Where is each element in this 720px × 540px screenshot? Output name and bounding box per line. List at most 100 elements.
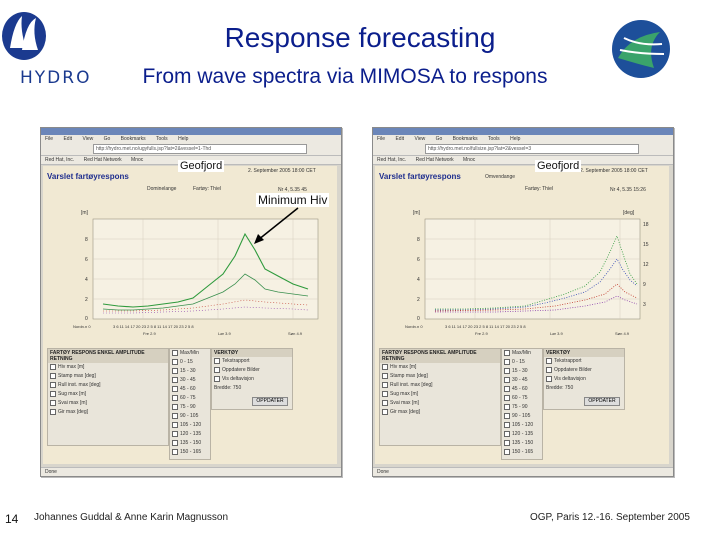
update-button[interactable]: OPPDATER: [252, 397, 288, 406]
bookmark-item[interactable]: Red Hat Network: [83, 157, 122, 163]
direction-row[interactable]: 120 - 135: [170, 430, 210, 439]
menu-bookmarks[interactable]: Bookmarks: [120, 136, 146, 142]
url-bar[interactable]: http://hydro.met.no/ugyfulls.jsp?lat=2&v…: [93, 144, 307, 154]
checkbox[interactable]: [50, 399, 56, 406]
toolbar: http://hydro.met.no/fullsize.jsp?lat=2&v…: [373, 143, 673, 156]
svg-text:15: 15: [643, 242, 649, 248]
response-row[interactable]: Svai max [m]: [48, 399, 168, 408]
direction-row[interactable]: 0 - 15: [502, 358, 542, 367]
area-label: Omvendange: [485, 174, 516, 180]
checkbox[interactable]: [382, 408, 388, 415]
menu-tools[interactable]: Tools: [156, 136, 168, 142]
bookmark-item[interactable]: Mnoc: [131, 157, 144, 163]
callout-arrow: [254, 207, 299, 244]
menu-bookmarks[interactable]: Bookmarks: [452, 136, 478, 142]
direction-row[interactable]: 45 - 60: [502, 385, 542, 394]
checkbox[interactable]: [50, 363, 56, 370]
menu-tools[interactable]: Tools: [488, 136, 500, 142]
direction-row[interactable]: 30 - 45: [170, 376, 210, 385]
response-label: Stamp max [deg]: [58, 373, 96, 379]
menu-file[interactable]: File: [377, 136, 386, 142]
response-row[interactable]: Stamp max [deg]: [380, 372, 500, 381]
svg-text:3 6 11 14 17 20 23 2: 3 6 11 14 17 20 23 2 5 8 11 14 17 20 23 …: [445, 324, 526, 329]
menu-bar: File Edit View Go Bookmarks Tools Help: [373, 135, 673, 143]
tool-row[interactable]: Tekstrapport: [544, 357, 624, 366]
response-row[interactable]: Gir max [deg]: [48, 408, 168, 417]
menu-view[interactable]: View: [82, 136, 94, 142]
menu-file[interactable]: File: [45, 136, 54, 142]
checkbox[interactable]: [382, 381, 388, 388]
direction-row[interactable]: 105 - 120: [502, 421, 542, 430]
direction-row[interactable]: 0 - 15: [170, 358, 210, 367]
direction-row[interactable]: 120 - 135: [502, 430, 542, 439]
response-row[interactable]: Sug max [m]: [380, 390, 500, 399]
tool-row[interactable]: Vis deltavisjon: [544, 375, 624, 384]
tool-row[interactable]: Bredde: 750: [546, 385, 574, 391]
svg-text:4: 4: [85, 277, 88, 283]
direction-row[interactable]: 60 - 75: [502, 394, 542, 403]
direction-row[interactable]: 90 - 105: [170, 412, 210, 421]
menu-help[interactable]: Help: [510, 136, 521, 142]
bookmark-item[interactable]: Red Hat, Inc.: [377, 157, 407, 163]
bookmark-item[interactable]: Red Hat, Inc.: [45, 157, 75, 163]
direction-row[interactable]: 75 - 90: [502, 403, 542, 412]
response-row[interactable]: Gir max [deg]: [380, 408, 500, 417]
checkbox[interactable]: [50, 390, 56, 397]
checkbox[interactable]: [382, 372, 388, 379]
tool-row[interactable]: Tekstrapport: [212, 357, 292, 366]
svg-text:0: 0: [417, 316, 420, 322]
direction-row[interactable]: Max/Min: [502, 349, 542, 358]
direction-row[interactable]: 150 - 165: [502, 448, 542, 457]
tools-panel: VERKTØY Tekstrapport Oppdatere Bilder Vi…: [211, 348, 293, 410]
checkbox[interactable]: [50, 372, 56, 379]
update-button[interactable]: OPPDATER: [584, 397, 620, 406]
area-label: Dominelange: [147, 186, 177, 192]
checkbox[interactable]: [50, 408, 56, 415]
response-row[interactable]: Hiv max [m]: [48, 363, 168, 372]
direction-row[interactable]: 15 - 30: [502, 367, 542, 376]
tool-row[interactable]: Bredde: 750: [214, 385, 242, 391]
direction-row[interactable]: 150 - 165: [170, 448, 210, 457]
response-row[interactable]: Svai max [m]: [380, 399, 500, 408]
direction-row[interactable]: 105 - 120: [170, 421, 210, 430]
svg-text:Lør 3.9: Lør 3.9: [550, 331, 563, 336]
menu-help[interactable]: Help: [178, 136, 189, 142]
direction-row[interactable]: 30 - 45: [502, 376, 542, 385]
direction-row[interactable]: 75 - 90: [170, 403, 210, 412]
url-bar[interactable]: http://hydro.met.no/fullsize.jsp?lat=2&v…: [425, 144, 639, 154]
response-row[interactable]: Hiv max [m]: [380, 363, 500, 372]
direction-row[interactable]: 15 - 30: [170, 367, 210, 376]
response-row[interactable]: Rull inst. max [deg]: [380, 381, 500, 390]
hydro-logo: [0, 8, 58, 64]
direction-row[interactable]: 90 - 105: [502, 412, 542, 421]
svg-text:3: 3: [643, 302, 646, 308]
menu-go[interactable]: Go: [103, 136, 111, 142]
direction-row[interactable]: Max/Min: [170, 349, 210, 358]
response-label: Hiv max [m]: [58, 364, 85, 370]
bookmark-item[interactable]: Red Hat Network: [415, 157, 454, 163]
svg-text:4: 4: [417, 277, 420, 283]
bookmark-item[interactable]: Mnoc: [463, 157, 476, 163]
tool-row[interactable]: Oppdatere Bilder: [544, 366, 624, 375]
menu-view[interactable]: View: [414, 136, 426, 142]
checkbox[interactable]: [382, 399, 388, 406]
svg-text:Fre 2.9: Fre 2.9: [143, 331, 156, 336]
checkbox[interactable]: [50, 381, 56, 388]
checkbox[interactable]: [382, 363, 388, 370]
menu-edit[interactable]: Edit: [63, 136, 73, 142]
response-label: Sug max [m]: [390, 391, 419, 397]
checkbox[interactable]: [382, 390, 388, 397]
direction-row[interactable]: 135 - 150: [170, 439, 210, 448]
direction-row[interactable]: 135 - 150: [502, 439, 542, 448]
tool-row[interactable]: Vis deltavisjon: [212, 375, 292, 384]
menu-edit[interactable]: Edit: [395, 136, 405, 142]
y-unit: [m]: [413, 210, 420, 216]
response-row[interactable]: Rull inst. max [deg]: [48, 381, 168, 390]
response-row[interactable]: Sug max [m]: [48, 390, 168, 399]
tool-row[interactable]: Oppdatere Bilder: [212, 366, 292, 375]
menu-go[interactable]: Go: [435, 136, 443, 142]
svg-text:2: 2: [417, 297, 420, 303]
direction-row[interactable]: 60 - 75: [170, 394, 210, 403]
direction-row[interactable]: 45 - 60: [170, 385, 210, 394]
response-row[interactable]: Stamp max [deg]: [48, 372, 168, 381]
